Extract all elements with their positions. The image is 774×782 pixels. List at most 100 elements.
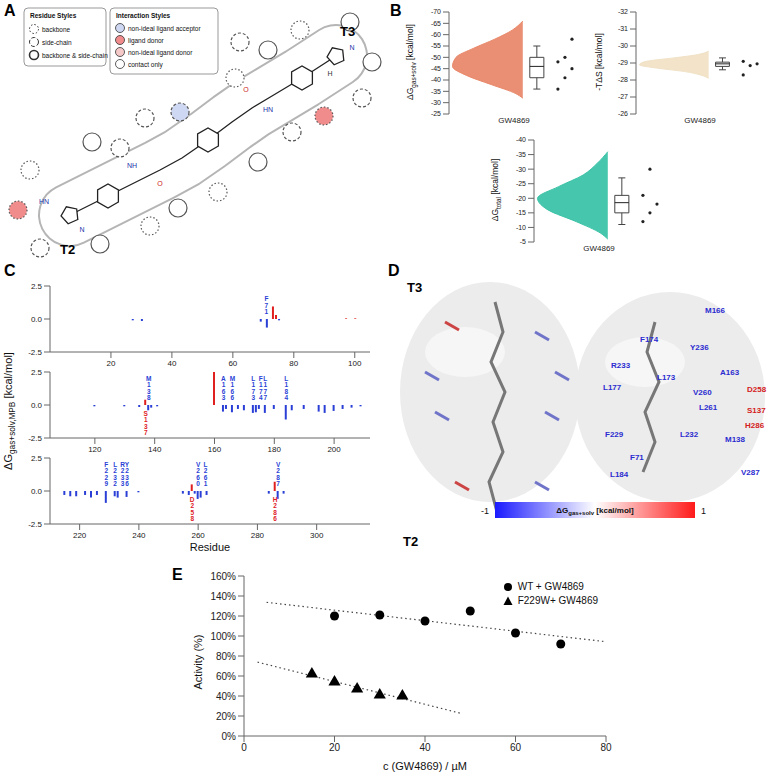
svg-text:F229: F229 (605, 430, 624, 439)
svg-text:-29: -29 (618, 59, 628, 66)
svg-text:L177: L177 (263, 375, 267, 402)
svg-text:160: 160 (208, 445, 222, 454)
svg-text:-40: -40 (516, 136, 526, 143)
svg-text:V287: V287 (741, 468, 760, 477)
svg-text:NH: NH (127, 162, 137, 169)
svg-text:-1: -1 (481, 506, 489, 516)
svg-text:0%: 0% (222, 731, 237, 742)
svg-text:-65: -65 (431, 20, 441, 27)
svg-text:O: O (157, 180, 163, 187)
svg-text:T3: T3 (340, 24, 355, 39)
svg-text:L173: L173 (657, 373, 676, 382)
svg-text:120: 120 (88, 445, 102, 454)
svg-text:2.5: 2.5 (31, 454, 43, 463)
svg-text:140: 140 (148, 445, 162, 454)
svg-text:M138: M138 (725, 435, 746, 444)
svg-text:M166: M166 (705, 306, 726, 315)
svg-text:T3: T3 (407, 280, 422, 295)
svg-text:c (GW4869) / µM: c (GW4869) / µM (383, 760, 467, 772)
svg-text:HN: HN (39, 198, 49, 205)
svg-text:non-ideal ligand donor: non-ideal ligand donor (128, 49, 193, 57)
svg-text:V260: V260 (693, 388, 712, 397)
svg-text:Interaction Styles: Interaction Styles (116, 12, 171, 20)
svg-text:180: 180 (268, 445, 282, 454)
svg-text:0.0: 0.0 (31, 487, 43, 496)
svg-text:-60: -60 (431, 31, 441, 38)
svg-text:1: 1 (701, 506, 706, 516)
svg-text:side-chain: side-chain (42, 39, 72, 46)
svg-text:-32: -32 (618, 8, 628, 15)
svg-text:0.0: 0.0 (31, 401, 43, 410)
svg-text:S137: S137 (144, 410, 149, 437)
svg-text:-30: -30 (618, 42, 628, 49)
svg-text:A163: A163 (720, 368, 740, 377)
svg-text:80: 80 (600, 742, 612, 753)
svg-text:L261: L261 (204, 461, 208, 488)
svg-text:F71: F71 (630, 453, 644, 462)
svg-text:20: 20 (329, 742, 341, 753)
svg-text:60%: 60% (216, 671, 236, 682)
svg-text:H286: H286 (273, 496, 278, 523)
svg-text:-15: -15 (516, 209, 526, 216)
svg-text:T2: T2 (60, 242, 75, 257)
svg-text:300: 300 (310, 531, 324, 540)
svg-text:40: 40 (167, 359, 176, 368)
svg-text:200: 200 (327, 445, 341, 454)
svg-text:60: 60 (228, 359, 237, 368)
svg-text:L232: L232 (113, 461, 117, 488)
svg-text:-30: -30 (431, 99, 441, 106)
svg-text:140%: 140% (210, 591, 236, 602)
svg-text:contact only: contact only (128, 61, 163, 69)
svg-text:-5: -5 (520, 238, 526, 245)
svg-text:-25: -25 (516, 180, 526, 187)
svg-text:-2.5: -2.5 (28, 520, 42, 529)
svg-text:Y236: Y236 (690, 343, 709, 352)
svg-text:N: N (349, 44, 354, 51)
svg-text:220: 220 (73, 531, 87, 540)
svg-text:ΔGgas+solv [kcal/mol]: ΔGgas+solv [kcal/mol] (556, 506, 634, 516)
svg-text:R233: R233 (611, 361, 631, 370)
svg-text:40: 40 (419, 742, 431, 753)
svg-text:backbone & side-chain: backbone & side-chain (42, 52, 108, 59)
svg-text:80: 80 (289, 359, 298, 368)
svg-text:240: 240 (132, 531, 146, 540)
svg-text:ligand donor: ligand donor (128, 37, 165, 45)
svg-text:V260: V260 (196, 461, 201, 488)
svg-text:-31: -31 (618, 25, 628, 32)
svg-text:N: N (79, 226, 84, 233)
svg-text:2.5: 2.5 (31, 368, 43, 377)
svg-text:D258: D258 (190, 496, 195, 523)
svg-text:L261: L261 (699, 403, 718, 412)
svg-text:-20: -20 (516, 195, 526, 202)
svg-text:-55: -55 (431, 42, 441, 49)
svg-text:V287: V287 (276, 461, 281, 488)
svg-text:20: 20 (106, 359, 115, 368)
svg-text:-40: -40 (431, 76, 441, 83)
svg-text:Y236: Y236 (125, 461, 130, 488)
svg-text:F174: F174 (640, 335, 659, 344)
svg-text:40%: 40% (216, 691, 236, 702)
svg-text:-25: -25 (431, 110, 441, 117)
svg-text:H: H (327, 70, 332, 77)
svg-text:HN: HN (263, 106, 273, 113)
svg-text:-2.5: -2.5 (28, 434, 42, 443)
svg-text:M138: M138 (146, 375, 151, 402)
svg-text:280: 280 (251, 531, 265, 540)
svg-text:backbone: backbone (42, 26, 71, 33)
svg-text:-27: -27 (618, 93, 628, 100)
svg-text:100%: 100% (210, 631, 236, 642)
svg-text:120%: 120% (210, 611, 236, 622)
svg-text:2.5: 2.5 (31, 282, 43, 291)
svg-text:-35: -35 (431, 88, 441, 95)
svg-text:0: 0 (241, 742, 247, 753)
svg-text:0.0: 0.0 (31, 315, 43, 324)
svg-text:-28: -28 (618, 76, 628, 83)
svg-text:-50: -50 (431, 54, 441, 61)
svg-text:F229: F229 (104, 461, 108, 488)
svg-text:L184: L184 (610, 470, 629, 479)
svg-text:L173: L173 (251, 375, 255, 402)
svg-text:100: 100 (348, 359, 362, 368)
svg-text:60: 60 (510, 742, 522, 753)
svg-text:-30: -30 (516, 166, 526, 173)
svg-text:T2: T2 (403, 534, 418, 549)
